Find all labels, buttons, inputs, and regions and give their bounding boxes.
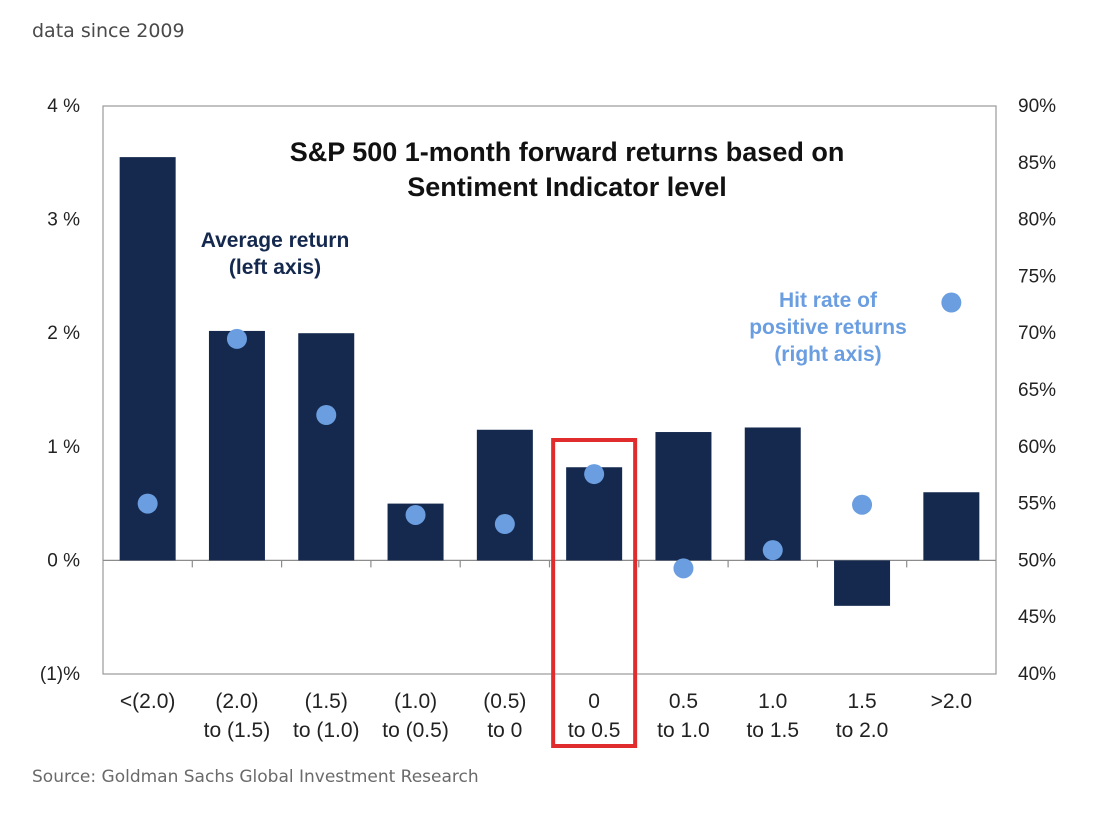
- x-category-label: to (0.5): [382, 719, 449, 742]
- bar-average-return: [923, 492, 980, 561]
- bar-average-return: [744, 427, 801, 561]
- x-tick-labels: <(2.0) (2.0) to (1.5) (1.5) to (1.0) (1.0) to …: [120, 690, 972, 742]
- x-category-label: (0.5): [483, 690, 526, 713]
- bar-average-return: [834, 560, 891, 606]
- dot-hit-rate: [405, 504, 426, 525]
- x-category-label: (2.0): [215, 690, 258, 713]
- x-category-label: 0: [588, 690, 600, 713]
- right-tick-label: 45%: [1018, 607, 1056, 628]
- left-tick-label: 1 %: [47, 437, 80, 458]
- x-category-label: to 1.0: [657, 719, 710, 742]
- highlight-box: [551, 438, 638, 748]
- x-category-label: 0.5: [669, 690, 698, 713]
- x-category-label: (1.5): [305, 690, 348, 713]
- x-category-label: 1.0: [758, 690, 787, 713]
- right-tick-label: 60%: [1018, 437, 1056, 458]
- right-tick-label: 40%: [1018, 664, 1056, 685]
- chart-title: S&P 500 1-month forward returns based on…: [290, 137, 845, 202]
- x-category-label: to 0.5: [568, 719, 621, 742]
- left-tick-label: 3 %: [47, 210, 80, 231]
- x-category-label: (1.0): [394, 690, 437, 713]
- series-labels: Average return (left axis) Hit rate of posi…: [201, 229, 907, 366]
- x-category-label: to 0: [487, 719, 522, 742]
- bar-average-return: [119, 157, 176, 561]
- dot-hit-rate: [673, 558, 694, 579]
- dot-hit-rate: [494, 514, 515, 535]
- right-tick-label: 90%: [1018, 96, 1056, 117]
- right-tick-label: 85%: [1018, 153, 1056, 174]
- left-tick-label: (1)%: [40, 664, 80, 685]
- dot-hit-rate: [941, 292, 962, 313]
- average-return-label: Average return: [201, 229, 350, 252]
- x-category-label: <(2.0): [120, 690, 175, 713]
- x-category-label: to 1.5: [746, 719, 799, 742]
- chart-title-line: S&P 500 1-month forward returns based on: [290, 137, 845, 167]
- dot-hit-rate: [316, 404, 337, 425]
- x-category-label: to 2.0: [836, 719, 889, 742]
- dot-hit-rate: [852, 494, 873, 515]
- x-category-label: >2.0: [931, 690, 972, 713]
- source-note: Source: Goldman Sachs Global Investment …: [32, 767, 479, 787]
- x-category-label: 1.5: [847, 690, 876, 713]
- right-tick-label: 55%: [1018, 494, 1056, 515]
- highlight-box-rect: [551, 438, 638, 748]
- x-category-label: to (1.5): [204, 719, 271, 742]
- dot-hit-rate: [226, 328, 247, 349]
- plot-frame: [102, 105, 997, 675]
- bar-average-return: [476, 429, 533, 561]
- hit-rate-label: positive returns: [749, 316, 907, 339]
- right-tick-label: 80%: [1018, 210, 1056, 231]
- left-tick-label: 2 %: [47, 323, 80, 344]
- bar-average-return: [208, 330, 265, 561]
- hit-rate-dots: [137, 292, 962, 579]
- right-tick-label: 75%: [1018, 266, 1056, 287]
- hit-rate-label: Hit rate of: [779, 289, 878, 312]
- chart: S&P 500 1-month forward returns based on…: [40, 96, 1056, 748]
- chart-title-line: Sentiment Indicator level: [407, 172, 727, 202]
- right-tick-label: 50%: [1018, 550, 1056, 571]
- bar-average-return: [655, 432, 712, 561]
- dot-hit-rate: [137, 493, 158, 514]
- dot-hit-rate: [762, 540, 783, 561]
- bars: [119, 157, 980, 606]
- right-tick-label: 65%: [1018, 380, 1056, 401]
- right-tick-label: 70%: [1018, 323, 1056, 344]
- chart-axes: 4 % 3 % 2 % 1 % 0 % (1)% 90% 85% 80% 75% 70% 65% 60%…: [40, 96, 1056, 685]
- bar-average-return: [298, 333, 355, 561]
- average-return-label: (left axis): [229, 256, 321, 279]
- left-tick-label: 0 %: [47, 550, 80, 571]
- dot-hit-rate: [584, 464, 605, 485]
- hit-rate-label: (right axis): [774, 343, 881, 366]
- x-category-label: to (1.0): [293, 719, 360, 742]
- left-tick-label: 4 %: [47, 96, 80, 117]
- chart-subtitle: data since 2009: [32, 20, 185, 42]
